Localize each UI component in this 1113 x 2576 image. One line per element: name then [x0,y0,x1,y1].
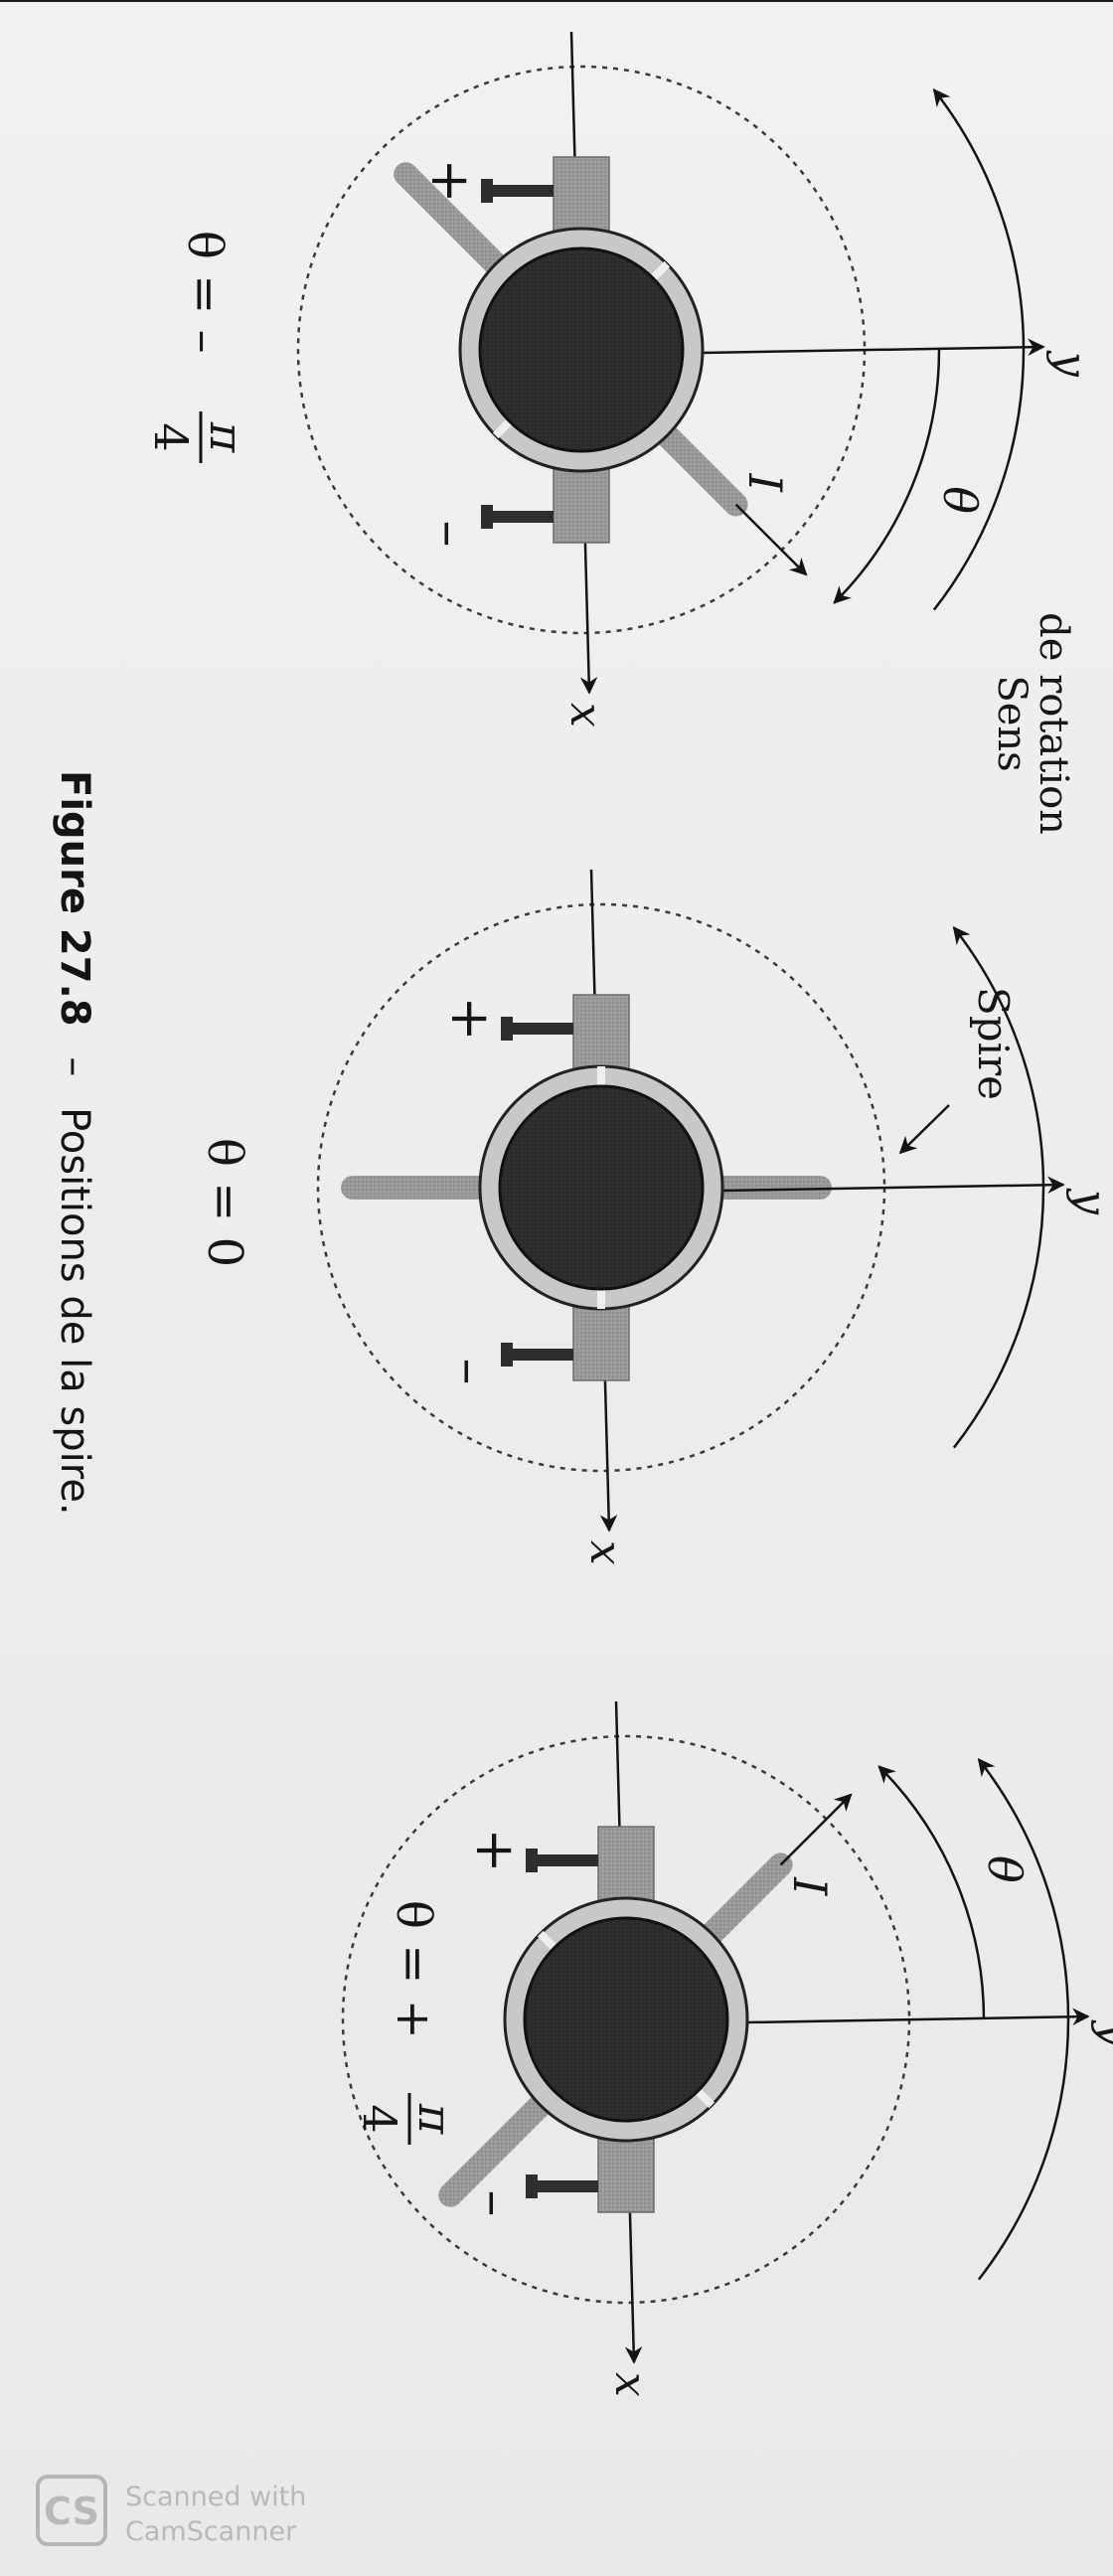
y-axis [702,338,1045,357]
caption-dash: – [52,1056,97,1076]
position-label-prefix: θ = – [177,231,233,354]
current-label: I [783,1876,837,1896]
commutator-gap [648,260,671,283]
camscanner-line-2: CamScanner [125,2516,297,2547]
sens-label: Sens de rotation [989,612,1076,835]
caption-text: Figure 27.8 – Positions de la spire. [52,770,97,1516]
terminal-minus [526,2174,598,2198]
brush-minus [572,1302,630,1381]
brush-plus [553,156,610,236]
x-axis-label: x [605,2372,656,2397]
brush-plus [597,1826,655,1905]
y-axis-label: y [1090,2019,1113,2047]
y-axis-label: y [1045,350,1096,378]
brush-plus [572,994,630,1073]
plus-sign: + [439,996,502,1041]
rotation-arrow [932,87,1026,611]
theta-label: θ [933,486,987,514]
terminal-plus [526,1849,598,1872]
commutator-gap [693,2086,716,2109]
fraction-denominator: 4 [353,2104,406,2133]
spire-pointer [898,1104,950,1155]
sens-line-2: de rotation [1031,612,1076,835]
sens-line-1: Sens [989,675,1034,771]
position-label: θ = – π4 [144,231,253,463]
fraction-numerator: π [408,2103,462,2135]
terminal-plus [481,179,554,203]
current-label: I [738,473,792,493]
brush-minus [597,2134,655,2213]
rotor [478,246,685,453]
commutator-gap [492,416,515,439]
normal-arrow [734,503,808,576]
rotor [498,1084,705,1291]
y-axis [721,1176,1065,1195]
camscanner-logo [36,2475,107,2546]
x-axis-label: x [560,703,611,727]
theta-arc [877,1765,986,2020]
fraction-denominator: 4 [144,422,198,451]
theta-label: θ [978,1855,1032,1883]
theta-arc [833,349,941,604]
rotor [523,1916,729,2123]
position-label-prefix: θ = + [386,1900,441,2039]
camscanner-watermark: CS Scanned with CamScanner [36,2475,306,2547]
y-axis-label: y [1065,1188,1113,1215]
y-axis [746,2008,1090,2026]
position-theta-minus-pi-4: x y + – θ Iθ = – π4 [144,31,1096,727]
rotation-arrow [977,1757,1070,2281]
minus-sign: – [439,1359,502,1385]
terminal-plus [501,1017,573,1041]
rotation-arrow [952,925,1045,1449]
position-theta-zero: x y + – θ = 0 [197,869,1113,1565]
minus-sign: – [419,521,482,548]
figure-caption: Figure 27.8 – Positions de la spire. [52,770,97,1516]
minus-sign: – [464,2190,527,2217]
x-axis-label: x [580,1540,631,1565]
caption-number: Figure 27.8 [52,770,97,1027]
commutator-gap [537,1930,559,1953]
fraction-numerator: π [200,421,253,453]
plus-sign: + [419,158,482,203]
plus-sign: + [464,1828,527,1872]
spire-label: Spire [969,987,1018,1100]
position-theta-plus-pi-4: x y + – θ Iθ = + π4 [341,1700,1113,2397]
camscanner-logo-text: CS [44,2490,99,2533]
normal-arrow [779,1793,853,1866]
position-label-prefix: θ = 0 [197,1138,252,1267]
spire-label-group: Spire [898,987,1018,1155]
caption-body: Positions de la spire. [52,1107,97,1516]
position-label: θ = + π4 [353,1900,462,2145]
terminal-minus [501,1343,573,1367]
camscanner-line-1: Scanned with [125,2482,306,2512]
brush-minus [553,464,610,544]
terminal-minus [481,505,554,529]
position-label: θ = 0 [197,1138,252,1267]
